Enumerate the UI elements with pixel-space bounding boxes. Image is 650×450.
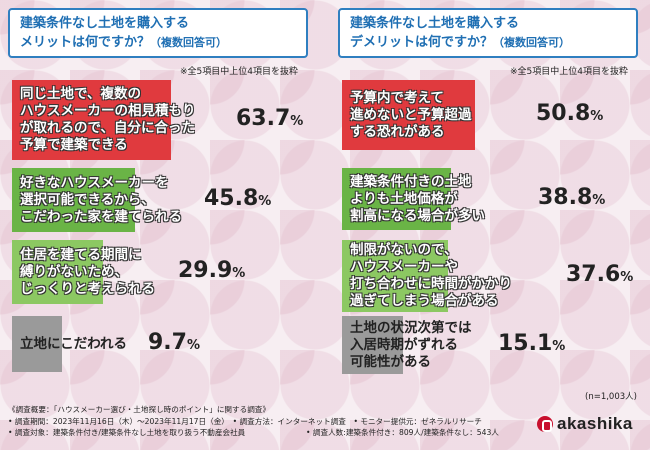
value-unit-0-3: % [186,338,201,353]
merit-panel: 建築条件なし土地を購入する メリットは何ですか？（複数回答可） ※全5項目中上位… [8,8,308,392]
bar-0-3 [12,316,62,372]
footer-line-1: 《調査概要：「ハウスメーカー選び・土地探し時のポイント」に関する調査》 [8,405,270,414]
value-wrap-1-0: 50.8% [536,103,603,128]
value-unit-1-2: % [620,270,634,285]
value-label-1-0: 50.8% [536,103,603,128]
bar-label-wrap-1-1: 建築条件付きの土地 よりも土地価格が 割高になる場合が多い [350,174,485,224]
footer-line-2: • 調査期間：2023年11月16日（木）～2023年11月17日（金） • 調… [8,416,482,426]
value-wrap-1-2: 37.6% [566,264,633,289]
value-number-1-3: 15.1 [498,331,553,356]
brand-logo: akashika [537,414,633,434]
value-label-0-0: 63.7% [236,108,303,133]
bar-0-0 [12,80,171,160]
bar-label-0-3: 立地にこだわれる [20,336,128,352]
bar-1-3 [342,316,403,374]
bar-1-2 [342,240,448,312]
value-unit-0-0: % [290,114,304,129]
merit-chart: 同じ土地で、複数の ハウスメーカーの相見積もり が取れるので、自分に合った 予算… [12,80,303,372]
value-label-1-3: 15.1% [498,333,565,358]
bar-label-0-2: 住居を建てる期間に 縛りがないため、 じっくりと考えられる [20,247,155,297]
value-number-0-1: 45.8 [204,186,259,211]
value-number-1-1: 38.8 [538,185,593,210]
demerit-note: ※全5項目中上位4項目を抜粋 [510,67,628,77]
bar-label-wrap-0-0: 同じ土地で、複数の ハウスメーカーの相見積もり が取れるので、自分に合った 予算… [20,86,196,153]
value-unit-0-2: % [232,266,246,281]
demerit-panel: 建築条件なし土地を購入する デメリットは何ですか？（複数回答可） ※全5項目中上… [338,8,638,392]
bar-0-2 [12,240,103,304]
bar-label-1-2: 制限がないので、 ハウスメーカーや 打ち合わせに時間がかかり 過ぎてしまう場合が… [350,242,512,309]
value-number-1-0: 50.8 [536,101,591,126]
bar-label-1-0: 予算内で考えて 進めないと予算超過 する恐れがある [350,90,472,140]
brand-mark-icon [537,416,553,432]
bar-0-1 [12,168,135,232]
bar-label-wrap-1-2: 制限がないので、 ハウスメーカーや 打ち合わせに時間がかかり 過ぎてしまう場合が… [350,242,512,309]
bar-label-wrap-0-1: 好きなハウスメーカーを 選択可能できるから、 こだわった家を建てられる [20,175,182,225]
value-number-0-0: 63.7 [236,106,291,131]
sample-size: (n=1,003人) [585,392,637,402]
value-label-0-3: 9.7% [148,332,200,357]
value-wrap-1-3: 15.1% [498,333,565,358]
value-wrap-1-1: 38.8% [538,187,605,212]
survey-footer: 《調査概要：「ハウスメーカー選び・土地探し時のポイント」に関する調査》 • 調査… [8,404,499,439]
bar-label-wrap-0-3: 立地にこだわれる [20,336,128,352]
value-wrap-0-1: 45.8% [204,188,271,213]
value-number-0-2: 29.9 [178,258,233,283]
value-label-1-1: 38.8% [538,187,605,212]
footer-line-3: • 調査対象：建築条件付き/建築条件なし土地を取り扱う不動産会社員 • 調査人数… [8,428,499,437]
value-unit-1-0: % [590,109,604,124]
value-number-0-3: 9.7 [148,330,187,355]
bar-label-1-3: 土地の状況次第では 入居時期がずれる 可能性がある [350,320,472,370]
value-label-1-2: 37.6% [566,264,633,289]
bar-label-1-1: 建築条件付きの土地 よりも土地価格が 割高になる場合が多い [350,174,485,224]
value-unit-1-3: % [552,339,566,354]
merit-note: ※全5項目中上位4項目を抜粋 [180,67,298,77]
bar-1-0 [342,80,475,150]
demerit-chart: 予算内で考えて 進めないと予算超過 する恐れがある 50.8% 建築条件付きの土地 … [342,80,633,374]
value-label-0-2: 29.9% [178,260,245,285]
value-number-1-2: 37.6 [566,262,621,287]
bar-label-0-0: 同じ土地で、複数の ハウスメーカーの相見積もり が取れるので、自分に合った 予算… [20,86,196,153]
brand-name: akashika [557,414,633,433]
merit-title-suffix: （複数回答可） [150,36,228,49]
bar-1-1 [342,168,451,230]
value-wrap-0-2: 29.9% [178,260,245,285]
demerit-title-box: 建築条件なし土地を購入する デメリットは何ですか？（複数回答可） [338,8,638,58]
demerit-title-suffix: （複数回答可） [493,36,571,49]
bar-label-wrap-1-0: 予算内で考えて 進めないと予算超過 する恐れがある [350,90,472,140]
bar-label-wrap-1-3: 土地の状況次第では 入居時期がずれる 可能性がある [350,320,472,370]
bar-label-wrap-0-2: 住居を建てる期間に 縛りがないため、 じっくりと考えられる [20,247,155,297]
merit-title-box: 建築条件なし土地を購入する メリットは何ですか？（複数回答可） [8,8,308,58]
merit-title: 建築条件なし土地を購入する メリットは何ですか？（複数回答可） [20,16,228,50]
value-unit-0-1: % [258,194,272,209]
demerit-title: 建築条件なし土地を購入する デメリットは何ですか？（複数回答可） [350,16,571,50]
value-label-0-1: 45.8% [204,188,271,213]
value-wrap-0-0: 63.7% [236,108,303,133]
value-wrap-0-3: 9.7% [148,332,200,357]
value-unit-1-1: % [592,193,606,208]
bar-label-0-1: 好きなハウスメーカーを 選択可能できるから、 こだわった家を建てられる [20,175,182,225]
